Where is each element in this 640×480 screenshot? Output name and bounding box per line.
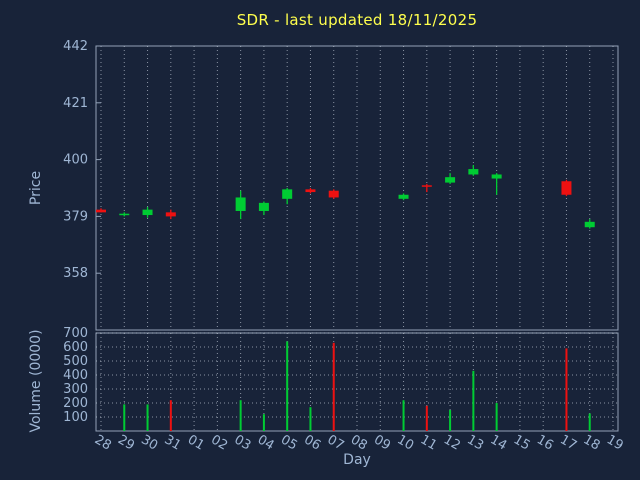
svg-text:17: 17 [557, 432, 579, 453]
svg-text:30: 30 [138, 432, 160, 453]
svg-text:31: 31 [162, 432, 184, 453]
svg-text:700: 700 [63, 326, 88, 341]
svg-text:400: 400 [63, 368, 88, 383]
chart-title: SDR - last updated 18/11/2025 [236, 11, 478, 29]
svg-text:07: 07 [325, 432, 347, 453]
svg-text:14: 14 [487, 432, 509, 453]
svg-text:421: 421 [63, 96, 88, 111]
svg-text:442: 442 [63, 39, 88, 54]
svg-text:18: 18 [581, 432, 603, 453]
svg-text:200: 200 [63, 396, 88, 411]
svg-text:400: 400 [63, 153, 88, 168]
svg-text:300: 300 [63, 382, 88, 397]
svg-text:10: 10 [394, 432, 416, 453]
svg-text:09: 09 [371, 432, 393, 453]
svg-text:02: 02 [208, 432, 230, 453]
svg-text:29: 29 [115, 432, 137, 453]
svg-text:379: 379 [63, 209, 88, 224]
x-axis-label: Day [343, 452, 371, 468]
svg-text:13: 13 [464, 432, 486, 453]
svg-text:600: 600 [63, 340, 88, 355]
svg-text:05: 05 [278, 432, 300, 453]
svg-text:500: 500 [63, 354, 88, 369]
svg-text:12: 12 [441, 432, 463, 453]
svg-text:08: 08 [348, 432, 370, 453]
svg-text:04: 04 [255, 432, 277, 453]
svg-text:358: 358 [63, 266, 88, 281]
svg-text:16: 16 [534, 432, 556, 453]
svg-text:01: 01 [185, 432, 207, 453]
svg-text:28: 28 [92, 432, 114, 453]
svg-text:11: 11 [418, 432, 440, 453]
svg-text:06: 06 [301, 432, 323, 453]
svg-text:19: 19 [604, 432, 626, 453]
svg-text:15: 15 [511, 432, 533, 453]
svg-text:100: 100 [63, 410, 88, 425]
svg-text:03: 03 [231, 432, 253, 453]
